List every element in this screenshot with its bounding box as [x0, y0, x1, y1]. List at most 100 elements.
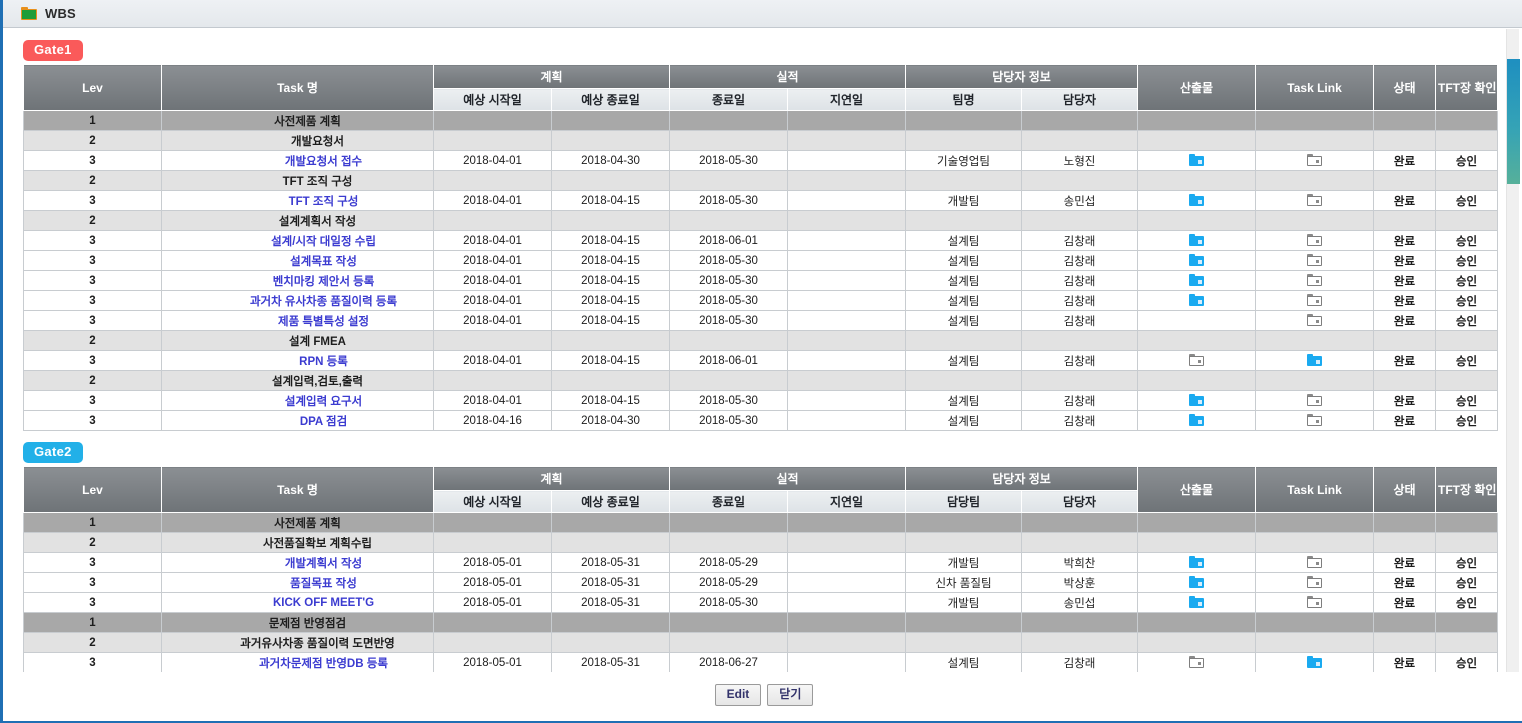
table-row[interactable]: 1 문제점 반영점검	[23, 612, 1499, 633]
table-row[interactable]: 3 제품 특별특성 설정 2018-04-01 2018-04-15 2018-05-3…	[23, 310, 1499, 331]
cell-task-name[interactable]: DPA 점검	[161, 410, 434, 431]
table-row[interactable]: 3 품질목표 작성 2018-05-01 2018-05-31 2018-05-29 신차…	[23, 572, 1499, 593]
col-lev[interactable]: Lev	[23, 64, 162, 111]
col-tft-confirm[interactable]: TFT장 확인	[1435, 466, 1499, 513]
approve-link[interactable]: 승인	[1455, 597, 1478, 610]
deliverable-folder-icon[interactable]	[1189, 576, 1205, 589]
cell-task-name[interactable]: 과거차문제점 반영DB 등록	[161, 652, 434, 673]
col-actual-end[interactable]: 종료일	[669, 490, 788, 513]
col-actual-end[interactable]: 종료일	[669, 88, 788, 111]
col-task-link[interactable]: Task Link	[1255, 466, 1375, 513]
approve-link[interactable]: 승인	[1455, 155, 1478, 168]
table-row[interactable]: 3 설계목표 작성 2018-04-01 2018-04-15 2018-05-30 설계…	[23, 250, 1499, 271]
cell-tft-confirm[interactable]: 승인	[1435, 250, 1499, 271]
approve-link[interactable]: 승인	[1455, 657, 1478, 670]
task-link-folder-icon[interactable]	[1307, 294, 1323, 307]
approve-link[interactable]: 승인	[1455, 195, 1478, 208]
cell-tft-confirm[interactable]: 승인	[1435, 290, 1499, 311]
cell-tft-confirm[interactable]: 승인	[1435, 572, 1499, 593]
col-task-name[interactable]: Task 명	[161, 466, 434, 513]
table-row[interactable]: 3 TFT 조직 구성 2018-04-01 2018-04-15 2018-05-30…	[23, 190, 1499, 211]
approve-link[interactable]: 승인	[1455, 557, 1478, 570]
col-state[interactable]: 상태	[1373, 64, 1437, 111]
approve-link[interactable]: 승인	[1455, 395, 1478, 408]
col-delay-days[interactable]: 지연일	[787, 88, 906, 111]
col-owner[interactable]: 담당자	[1020, 490, 1139, 513]
deliverable-folder-icon[interactable]	[1189, 656, 1205, 669]
col-plan-end[interactable]: 예상 종료일	[551, 88, 670, 111]
cell-tft-confirm[interactable]: 승인	[1435, 552, 1499, 573]
table-row[interactable]: 3 과거차 유사차종 품질이력 등록 2018-04-01 2018-04-15 201…	[23, 290, 1499, 311]
task-link-folder-icon[interactable]	[1307, 556, 1323, 569]
cell-task-name[interactable]: 품질목표 작성	[161, 572, 434, 593]
task-link-folder-icon[interactable]	[1307, 414, 1323, 427]
col-plan-start[interactable]: 예상 시작일	[433, 88, 552, 111]
col-task-name[interactable]: Task 명	[161, 64, 434, 111]
task-link-folder-icon[interactable]	[1307, 194, 1323, 207]
cell-task-name[interactable]: 설계목표 작성	[161, 250, 434, 271]
task-link-folder-icon[interactable]	[1307, 354, 1323, 367]
deliverable-folder-icon[interactable]	[1189, 294, 1205, 307]
table-row[interactable]: 2 TFT 조직 구성	[23, 170, 1499, 191]
table-row[interactable]: 3 RPN 등록 2018-04-01 2018-04-15 2018-06-01 설계팀…	[23, 350, 1499, 371]
task-link-folder-icon[interactable]	[1307, 576, 1323, 589]
cell-tft-confirm[interactable]: 승인	[1435, 230, 1499, 251]
deliverable-folder-icon[interactable]	[1189, 556, 1205, 569]
approve-link[interactable]: 승인	[1455, 315, 1478, 328]
task-link-folder-icon[interactable]	[1307, 254, 1323, 267]
col-deliverable[interactable]: 산출물	[1137, 466, 1257, 513]
cell-tft-confirm[interactable]: 승인	[1435, 652, 1499, 673]
cell-tft-confirm[interactable]: 승인	[1435, 410, 1499, 431]
table-row[interactable]: 1 사전제품 계획	[23, 110, 1499, 131]
table-row[interactable]: 3 KICK OFF MEET'G 2018-05-01 2018-05-31 2018…	[23, 592, 1499, 613]
col-task-link[interactable]: Task Link	[1255, 64, 1375, 111]
table-row[interactable]: 1 사전제품 계획	[23, 512, 1499, 533]
col-plan-start[interactable]: 예상 시작일	[433, 490, 552, 513]
cell-task-name[interactable]: 개발요청서 접수	[161, 150, 434, 171]
col-state[interactable]: 상태	[1373, 466, 1437, 513]
table-row[interactable]: 2 설계입력,검토,출력	[23, 370, 1499, 391]
table-row[interactable]: 3 개발요청서 접수 2018-04-01 2018-04-30 2018-05-30 기…	[23, 150, 1499, 171]
vertical-scrollbar[interactable]	[1506, 29, 1520, 674]
deliverable-folder-icon[interactable]	[1189, 394, 1205, 407]
cell-tft-confirm[interactable]: 승인	[1435, 390, 1499, 411]
cell-tft-confirm[interactable]: 승인	[1435, 150, 1499, 171]
col-plan-end[interactable]: 예상 종료일	[551, 490, 670, 513]
deliverable-folder-icon[interactable]	[1189, 354, 1205, 367]
cell-task-name[interactable]: 설계/시작 대일정 수립	[161, 230, 434, 251]
table-row[interactable]: 2 과거유사차종 품질이력 도면반영	[23, 632, 1499, 653]
approve-link[interactable]: 승인	[1455, 255, 1478, 268]
deliverable-folder-icon[interactable]	[1189, 596, 1205, 609]
approve-link[interactable]: 승인	[1455, 355, 1478, 368]
cell-task-name[interactable]: 설계입력 요구서	[161, 390, 434, 411]
deliverable-folder-icon[interactable]	[1189, 414, 1205, 427]
wbs-scroll-area[interactable]: Gate1 Lev Task 명 계획 실적 담당자 정보 산출물 Task Link 상태 TF…	[3, 29, 1522, 674]
col-lev[interactable]: Lev	[23, 466, 162, 513]
cell-tft-confirm[interactable]: 승인	[1435, 592, 1499, 613]
col-owner[interactable]: 담당자	[1020, 88, 1139, 111]
deliverable-folder-icon[interactable]	[1189, 274, 1205, 287]
deliverable-folder-icon[interactable]	[1189, 194, 1205, 207]
table-row[interactable]: 3 벤치마킹 제안서 등록 2018-04-01 2018-04-15 2018-05-…	[23, 270, 1499, 291]
cell-tft-confirm[interactable]: 승인	[1435, 190, 1499, 211]
cell-tft-confirm[interactable]: 승인	[1435, 350, 1499, 371]
cell-task-name[interactable]: RPN 등록	[161, 350, 434, 371]
col-delay-days[interactable]: 지연일	[787, 490, 906, 513]
cell-task-name[interactable]: 벤치마킹 제안서 등록	[161, 270, 434, 291]
approve-link[interactable]: 승인	[1455, 577, 1478, 590]
table-row[interactable]: 3 과거차문제점 반영DB 등록 2018-05-01 2018-05-31 2018-…	[23, 652, 1499, 673]
deliverable-folder-icon[interactable]	[1189, 234, 1205, 247]
task-link-folder-icon[interactable]	[1307, 274, 1323, 287]
cell-tft-confirm[interactable]: 승인	[1435, 310, 1499, 331]
cell-task-name[interactable]: TFT 조직 구성	[161, 190, 434, 211]
col-team[interactable]: 담당팀	[905, 490, 1022, 513]
deliverable-folder-icon[interactable]	[1189, 254, 1205, 267]
cell-task-name[interactable]: KICK OFF MEET'G	[161, 592, 434, 613]
task-link-folder-icon[interactable]	[1307, 314, 1323, 327]
scrollbar-thumb[interactable]	[1507, 59, 1520, 184]
task-link-folder-icon[interactable]	[1307, 596, 1323, 609]
cell-task-name[interactable]: 과거차 유사차종 품질이력 등록	[161, 290, 434, 311]
deliverable-folder-icon[interactable]	[1189, 154, 1205, 167]
col-team[interactable]: 팀명	[905, 88, 1022, 111]
table-row[interactable]: 3 DPA 점검 2018-04-16 2018-04-30 2018-05-30 설계팀…	[23, 410, 1499, 431]
